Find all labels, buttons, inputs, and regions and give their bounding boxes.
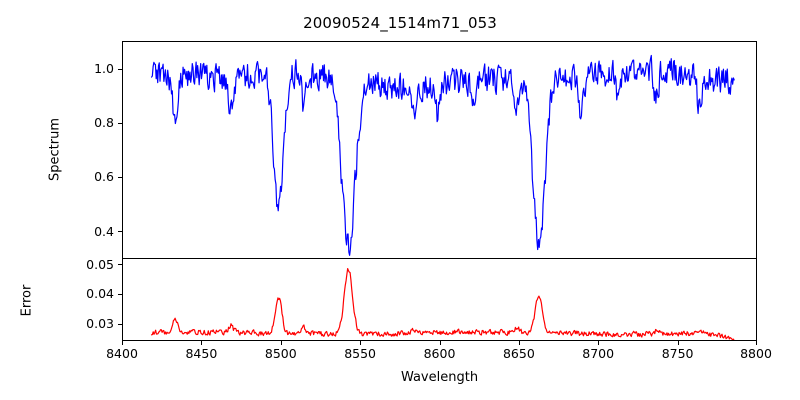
xtick-mark-8	[677, 341, 679, 345]
page-title: 20090524_1514m71_053	[303, 14, 497, 32]
error-line-series	[150, 267, 735, 340]
xtick-label-3: 8500	[264, 346, 297, 361]
ytick-mark-top-1	[118, 68, 122, 70]
xtick-mark-6	[518, 341, 520, 345]
ytick-label-bot-2: 0.04	[86, 286, 114, 301]
ytick-label-bot-1: 0.05	[86, 257, 114, 272]
ytick-mark-bot-3	[118, 323, 122, 325]
spectrum-line-series	[150, 54, 735, 256]
spectrum-axis-label: Spectrum	[47, 118, 63, 181]
xtick-label-5: 8600	[423, 346, 456, 361]
xtick-mark-4	[360, 341, 362, 345]
xtick-mark-5	[439, 341, 441, 345]
xtick-label-8: 8750	[661, 346, 694, 361]
ytick-mark-top-3	[118, 177, 122, 179]
xtick-label-7: 8700	[582, 346, 615, 361]
xtick-label-2: 8450	[185, 346, 218, 361]
ytick-label-top-3: 0.6	[94, 169, 114, 184]
xtick-mark-3	[280, 341, 282, 345]
xtick-label-9: 8800	[740, 346, 772, 361]
xtick-mark-2	[201, 341, 203, 345]
error-trace	[150, 267, 735, 340]
ytick-mark-bot-1	[118, 264, 122, 266]
ytick-mark-top-4	[118, 231, 122, 233]
wavelength-axis-label: Wavelength	[400, 370, 479, 385]
ytick-label-top-1: 1.0	[94, 61, 114, 76]
ytick-label-top-2: 0.8	[94, 115, 114, 130]
spectrum-plot-area	[122, 41, 757, 258]
xtick-mark-7	[598, 341, 600, 345]
xtick-label-6: 8650	[502, 346, 535, 361]
ytick-label-top-4: 0.4	[94, 224, 114, 239]
xtick-label-4: 8550	[344, 346, 376, 361]
xtick-mark-1	[122, 341, 124, 345]
xtick-mark-9	[756, 341, 758, 345]
ytick-mark-bot-2	[118, 293, 122, 295]
ytick-mark-top-2	[118, 122, 122, 124]
ytick-label-bot-3: 0.03	[86, 316, 114, 331]
xtick-label-1: 8400	[106, 346, 138, 361]
error-plot-area	[122, 258, 757, 341]
error-axis-label: Error	[19, 284, 35, 317]
spectrum-trace	[150, 54, 735, 256]
